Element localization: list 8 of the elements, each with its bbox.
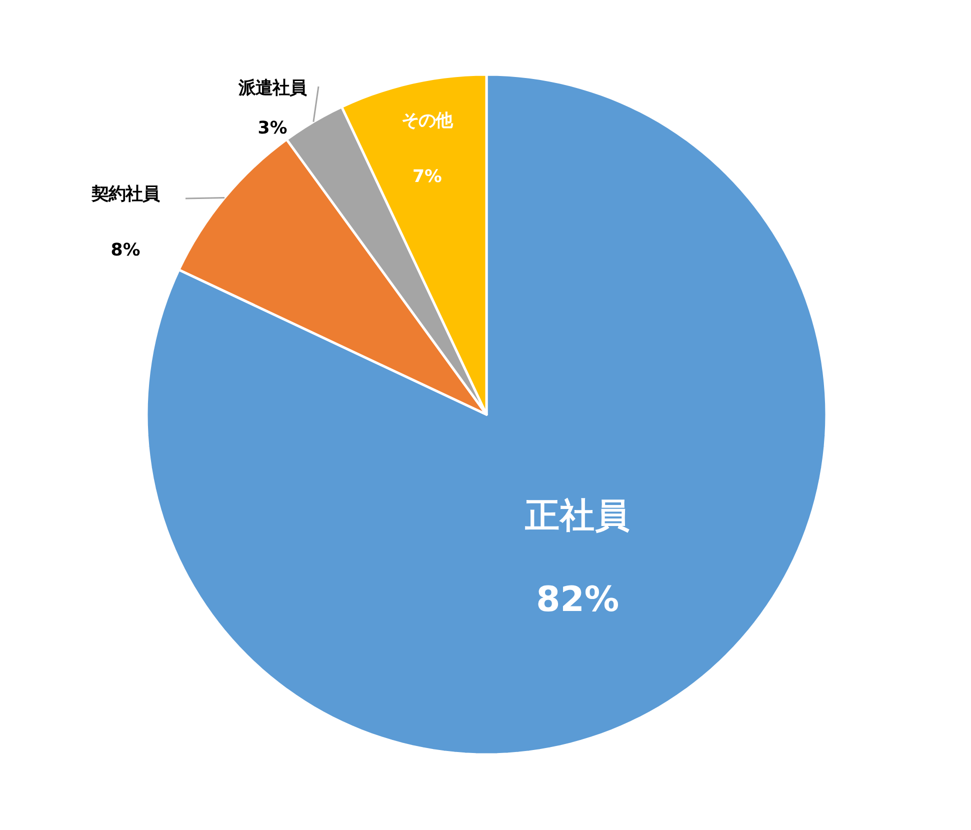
slice-label: 契約社員 [90, 184, 160, 204]
data-label: 8% [110, 240, 140, 260]
slice-label: 正社員 [524, 496, 630, 536]
data-label: 3% [258, 118, 288, 138]
slice-label: 派遣社員 [238, 78, 308, 98]
data-label: 7% [412, 167, 442, 188]
data-label: 82% [536, 580, 620, 620]
slice-label: その他 [402, 111, 454, 132]
